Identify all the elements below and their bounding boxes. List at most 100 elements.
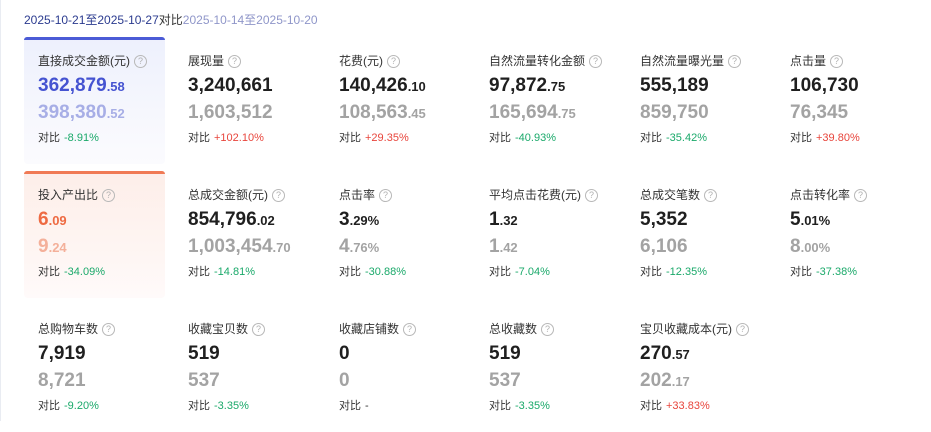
metric-title: 点击率 [339,188,376,202]
metric-card[interactable]: 投入产出比? 6.09 9.24 对比 -34.09% [24,171,165,298]
compare-label: 对比 [790,132,812,144]
previous-decimal: .24 [48,240,67,255]
metric-card[interactable]: 自然流量曝光量? 555,189 859,750 对比 -35.42% [626,37,767,164]
previous-integer: 1,003,454 [188,236,273,257]
metric-current-value: 0 [339,343,466,366]
metric-title: 宝贝收藏成本(元) [640,322,732,336]
compare-delta: -35.42% [666,132,707,144]
metric-title: 花费(元) [339,54,383,68]
metric-current-value: 6.09 [38,209,165,232]
compare-delta: -3.35% [214,400,249,412]
metric-card[interactable]: 总购物车数? 7,919 8,721 对比 -9.20% [24,305,165,432]
help-icon[interactable]: ? [854,188,868,202]
metric-card[interactable]: 宝贝收藏成本(元)? 270.57 202.17 对比 +33.83% [626,305,767,432]
metric-card[interactable]: 收藏店铺数? 0 0 对比 - [325,305,466,432]
help-icon[interactable]: ? [403,322,417,336]
metric-card[interactable]: 展现量? 3,240,661 1,603,512 对比 +102.10% [174,37,315,164]
help-icon[interactable]: ? [830,54,844,68]
current-decimal: .09 [48,213,67,228]
metric-previous-value: 537 [188,370,315,393]
previous-decimal: .42 [499,240,518,255]
current-decimal: .01% [800,213,831,228]
metric-previous-value: 6,106 [640,236,767,259]
help-icon[interactable]: ? [387,54,400,68]
metric-card[interactable]: 平均点击花费(元)? 1.32 1.42 对比 -7.04% [475,171,616,298]
previous-integer: 1 [489,236,500,257]
current-integer: 140,426 [339,75,408,96]
metric-title-row: 投入产出比? [38,188,165,202]
metric-previous-value: 76,345 [790,102,917,125]
help-icon[interactable]: ? [736,322,749,336]
metric-compare: 对比 -9.20% [38,400,165,413]
metric-compare: 对比 -40.93% [489,132,616,145]
compare-delta: -7.04% [515,266,550,278]
metric-card[interactable]: 直接成交金额(元)? 362,879.58 398,380.52 对比 -8.91% [24,37,165,164]
compare-label: 对比 [339,400,361,412]
previous-integer: 8,721 [38,370,86,391]
help-icon[interactable]: ? [252,322,266,336]
current-integer: 362,879 [38,75,107,96]
previous-date-range: 2025-10-14至2025-10-20 [182,13,318,27]
current-integer: 6 [38,209,49,230]
previous-decimal: .17 [671,374,690,389]
help-icon[interactable]: ? [272,188,285,202]
current-decimal: .02 [256,213,275,228]
compare-label: 对比 [188,400,210,412]
metric-card[interactable]: 自然流量转化金额? 97,872.75 165,694.75 对比 -40.93% [475,37,616,164]
metric-title-row: 展现量? [188,54,315,68]
metric-compare: 对比 +29.35% [339,132,466,145]
help-icon[interactable]: ? [228,54,242,68]
metric-title: 投入产出比 [38,188,99,202]
current-integer: 555,189 [640,75,709,96]
metric-card[interactable]: 点击转化率? 5.01% 8.00% 对比 -37.38% [776,171,917,298]
metric-title-row: 自然流量转化金额? [489,54,616,68]
current-integer: 106,730 [790,75,859,96]
metric-card[interactable]: 花费(元)? 140,426.10 108,563.45 对比 +29.35% [325,37,466,164]
help-icon[interactable]: ? [585,188,598,202]
metric-title: 展现量 [188,54,225,68]
compare-label: 对比 [489,400,511,412]
current-integer: 3,240,661 [188,75,273,96]
help-icon[interactable]: ? [704,188,718,202]
metric-compare: 对比 -7.04% [489,266,616,279]
metric-current-value: 7,919 [38,343,165,366]
metric-previous-value: 0 [339,370,466,393]
metric-card[interactable]: 点击量? 106,730 76,345 对比 +39.80% [776,37,917,164]
compare-label: 对比 [640,132,662,144]
metric-previous-value: 537 [489,370,616,393]
metric-current-value: 3.29% [339,209,466,232]
metric-card[interactable]: 总成交笔数? 5,352 6,106 对比 -12.35% [626,171,767,298]
metric-compare: 对比 -37.38% [790,266,917,279]
compare-label: 对比 [790,266,812,278]
metric-title-row: 总成交金额(元)? [188,188,315,202]
help-icon[interactable]: ? [134,54,147,68]
help-icon[interactable]: ? [102,322,116,336]
compare-delta: -9.20% [64,400,99,412]
metric-compare: 对比 +39.80% [790,132,917,145]
current-integer: 97,872 [489,75,548,96]
metric-title: 自然流量曝光量 [640,54,725,68]
help-icon[interactable]: ? [589,54,603,68]
metric-current-value: 519 [188,343,315,366]
compare-delta: -30.88% [365,266,406,278]
metric-card[interactable]: 总成交金额(元)? 854,796.02 1,003,454.70 对比 -14.81% [174,171,315,298]
metric-card[interactable]: 总收藏数? 519 537 对比 -3.35% [475,305,616,432]
compare-delta: +39.80% [816,132,860,144]
metric-card[interactable]: 点击率? 3.29% 4.76% 对比 -30.88% [325,171,466,298]
help-icon[interactable]: ? [379,188,393,202]
help-icon[interactable]: ? [102,188,116,202]
metric-title: 平均点击花费(元) [489,188,581,202]
current-integer: 7,919 [38,343,86,364]
metric-compare: 对比 - [339,400,466,413]
metric-title: 收藏店铺数 [339,322,400,336]
metric-card[interactable]: 收藏宝贝数? 519 537 对比 -3.35% [174,305,315,432]
compare-label: 对比 [339,266,361,278]
metric-compare: 对比 -35.42% [640,132,767,145]
metric-title-row: 总购物车数? [38,322,165,336]
compare-delta: -12.35% [666,266,707,278]
help-icon[interactable]: ? [728,54,742,68]
metric-current-value: 555,189 [640,75,767,98]
compare-label: 对比 [158,13,183,27]
help-icon[interactable]: ? [541,322,555,336]
compare-label: 对比 [640,400,662,412]
